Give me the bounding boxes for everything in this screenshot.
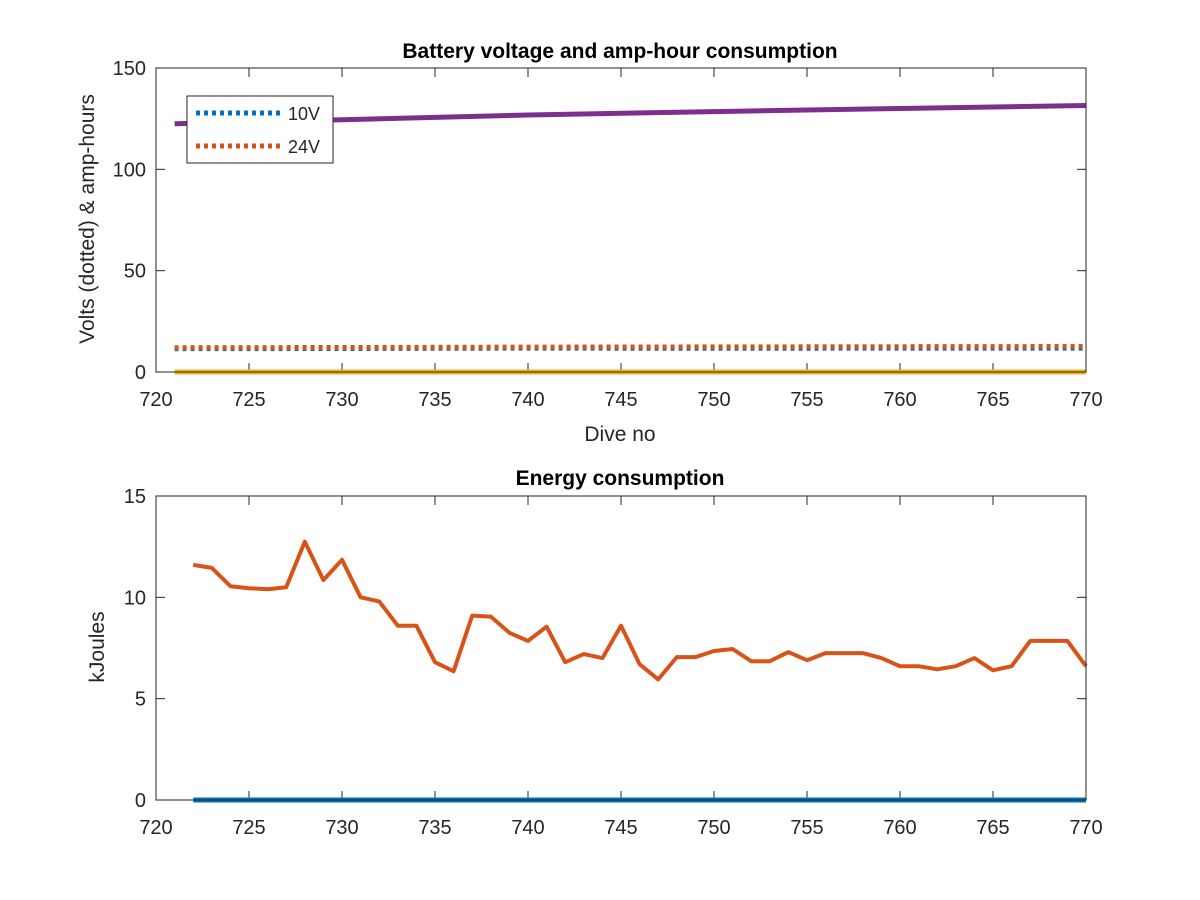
- energy-y-tick-label: 10: [124, 587, 146, 609]
- battery-x-tick-label: 750: [697, 389, 730, 411]
- battery-x-tick-label: 760: [883, 389, 916, 411]
- legend: 10V 24V: [186, 95, 334, 164]
- battery-x-tick-label: 745: [604, 389, 637, 411]
- energy-x-tick-label: 720: [139, 817, 172, 839]
- battery-series-line-24v: [174, 344, 1087, 351]
- battery-x-tick-label: 725: [232, 389, 265, 411]
- energy-x-tick-label: 740: [511, 817, 544, 839]
- battery-axis-ticks: 720 725 730 735 740 745 750 755 760 765 770 0 50 100 1…: [113, 58, 1103, 411]
- battery-y-tick-label: 150: [113, 58, 146, 80]
- battery-y-tick-label: 100: [113, 159, 146, 181]
- legend-label-10v: 10V: [288, 104, 320, 124]
- energy-axis-ticks: 720 725 730 735 740 745 750 755 760 765 770 0 5 10 15: [124, 486, 1103, 839]
- battery-y-tick-label: 50: [124, 261, 146, 283]
- battery-x-tick-label: 755: [790, 389, 823, 411]
- energy-x-tick-label: 750: [697, 817, 730, 839]
- legend-label-24v: 24V: [288, 137, 320, 157]
- battery-voltage-axes: Battery voltage and amp-hour consumption…: [76, 40, 1103, 446]
- energy-consumption-axes: Energy consumption kJoules 720 725 730 735 7…: [86, 467, 1103, 839]
- plot-title-energy: Energy consumption: [516, 467, 725, 490]
- energy-y-tick-label: 5: [135, 689, 146, 711]
- energy-x-tick-label: 755: [790, 817, 823, 839]
- battery-x-tick-label: 720: [139, 389, 172, 411]
- battery-y-tick-label: 0: [135, 362, 146, 384]
- y-axis-title-battery: Volts (dotted) & amp-hours: [76, 94, 99, 344]
- energy-x-tick-label: 725: [232, 817, 265, 839]
- plot-title-battery: Battery voltage and amp-hour consumption: [402, 40, 837, 63]
- legend-box: [186, 95, 334, 164]
- energy-x-tick-label: 730: [325, 817, 358, 839]
- x-axis-title-battery: Dive no: [584, 423, 655, 446]
- y-axis-title-energy: kJoules: [86, 611, 109, 682]
- energy-x-tick-label: 735: [418, 817, 451, 839]
- battery-x-tick-label: 740: [511, 389, 544, 411]
- battery-axes-box: [155, 67, 1087, 373]
- battery-x-tick-label: 730: [325, 389, 358, 411]
- energy-y-tick-label: 15: [124, 486, 146, 508]
- energy-axes-box: [155, 495, 1087, 801]
- energy-series-line-1: [192, 539, 1088, 682]
- energy-x-tick-label: 770: [1069, 817, 1102, 839]
- energy-x-tick-label: 745: [604, 817, 637, 839]
- battery-x-tick-label: 765: [976, 389, 1009, 411]
- energy-y-tick-label: 0: [135, 790, 146, 812]
- energy-x-tick-label: 760: [883, 817, 916, 839]
- battery-x-tick-label: 770: [1069, 389, 1102, 411]
- battery-x-tick-label: 735: [418, 389, 451, 411]
- energy-x-tick-label: 765: [976, 817, 1009, 839]
